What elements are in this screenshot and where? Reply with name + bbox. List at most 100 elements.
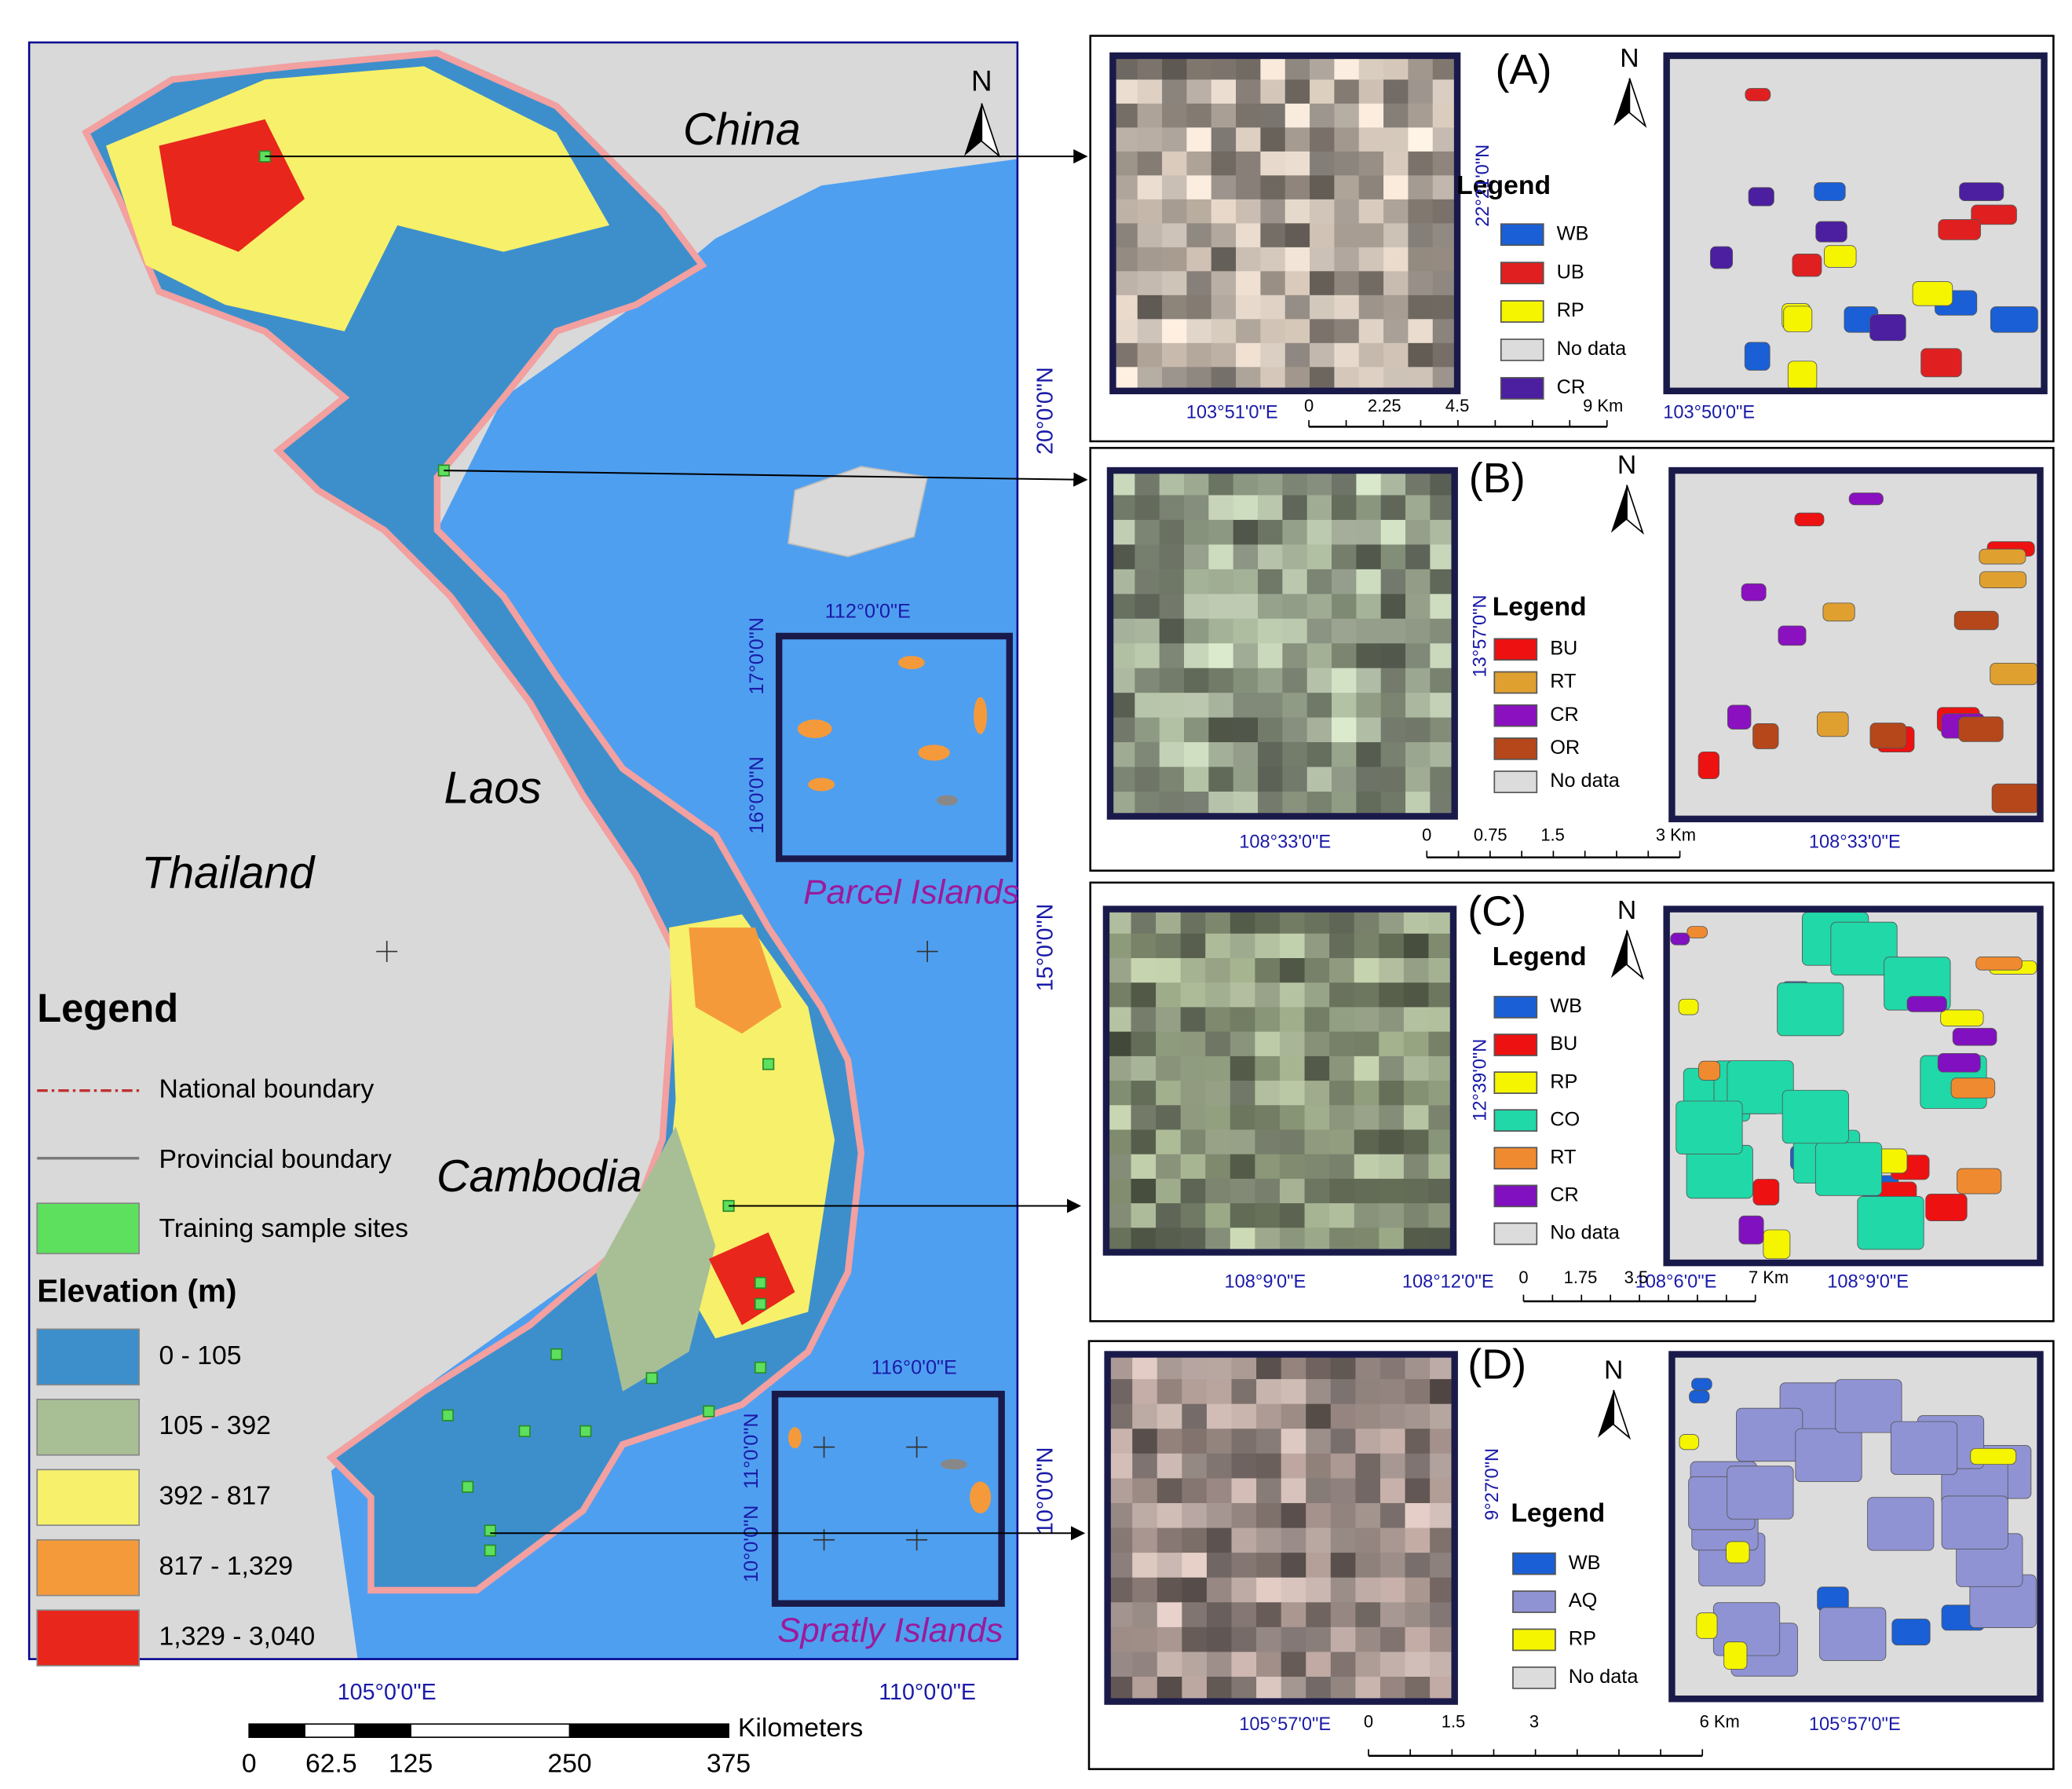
- image-frame: [1663, 905, 2044, 1267]
- satellite-pixel: [1430, 668, 1456, 694]
- satellite-pixel: [1356, 668, 1382, 694]
- satellite-pixel: [1430, 791, 1456, 818]
- satellite-pixel: [1408, 151, 1434, 177]
- satellite-pixel: [1380, 618, 1406, 645]
- satellite-pixel: [1334, 367, 1360, 392]
- satellite-pixel: [1186, 271, 1212, 296]
- class-swatch: [1493, 704, 1538, 727]
- satellite-pixel: [1408, 319, 1434, 344]
- satellite-pixel: [1330, 1429, 1357, 1454]
- satellite-pixel: [1256, 1677, 1282, 1703]
- satellite-pixel: [1379, 1055, 1405, 1081]
- satellite-pixel: [1356, 544, 1382, 570]
- satellite-pixel: [1284, 271, 1310, 296]
- satellite-pixel: [1405, 618, 1431, 645]
- lon-label: 108°33'0"E: [1809, 832, 1901, 852]
- satellite-pixel: [1260, 319, 1286, 344]
- lat-label: 15°0'0"N: [1033, 904, 1058, 992]
- north-arrow: [1626, 485, 1645, 535]
- satellite-pixel: [1205, 1227, 1231, 1253]
- satellite-pixel: [1208, 519, 1234, 546]
- satellite-pixel: [1206, 1379, 1233, 1405]
- elevation-title: Elevation (m): [37, 1273, 236, 1309]
- satellite-pixel: [1355, 1577, 1381, 1604]
- satellite-pixel: [1358, 55, 1384, 81]
- satellite-pixel: [1380, 569, 1406, 595]
- satellite-pixel: [1306, 519, 1332, 546]
- satellite-pixel: [1306, 1478, 1332, 1504]
- satellite-pixel: [1355, 1403, 1381, 1430]
- class-label: RT: [1550, 671, 1576, 693]
- satellite-pixel: [1279, 1007, 1306, 1033]
- satellite-pixel: [1354, 1081, 1380, 1107]
- satellite-pixel: [1380, 791, 1406, 818]
- satellite-pixel: [1230, 933, 1256, 959]
- satellite-pixel: [1157, 1429, 1183, 1454]
- satellite-pixel: [1258, 791, 1284, 818]
- satellite-pixel: [1281, 1403, 1307, 1430]
- elevation-label: 105 - 392: [159, 1410, 271, 1440]
- satellite-pixel: [1159, 594, 1185, 620]
- satellite-pixel: [1186, 247, 1212, 273]
- satellite-pixel: [1162, 175, 1188, 200]
- satellite-pixel: [1358, 367, 1384, 392]
- satellite-pixel: [1233, 742, 1259, 768]
- satellite-pixel: [1256, 1527, 1282, 1553]
- satellite-pixel: [1405, 1652, 1431, 1677]
- satellite-pixel: [1182, 1429, 1208, 1454]
- satellite-pixel: [1432, 247, 1458, 273]
- legend-title: Legend: [37, 986, 178, 1030]
- land-cover-patch: [1869, 314, 1906, 342]
- satellite-pixel: [1109, 668, 1136, 694]
- satellite-pixel: [1405, 742, 1431, 768]
- satellite-pixel: [1156, 1129, 1182, 1155]
- land-cover-patch: [1941, 1495, 2008, 1549]
- satellite-pixel: [1379, 1105, 1405, 1131]
- satellite-pixel: [1304, 1055, 1330, 1081]
- training-site-symbol: [36, 1202, 141, 1255]
- satellite-pixel: [1206, 1602, 1233, 1628]
- satellite-pixel: [1156, 982, 1182, 1008]
- satellite-pixel: [1236, 271, 1262, 296]
- satellite-pixel: [1329, 957, 1355, 984]
- satellite-pixel: [1256, 1626, 1282, 1653]
- satellite-pixel: [1107, 1379, 1134, 1405]
- satellite-pixel: [1157, 1652, 1183, 1677]
- land-cover-patch: [1817, 712, 1849, 737]
- satellite-pixel: [1334, 127, 1360, 152]
- satellite-pixel: [1408, 223, 1434, 248]
- satellite-pixel: [1355, 1502, 1381, 1529]
- satellite-pixel: [1206, 1403, 1233, 1430]
- satellite-pixel: [1383, 342, 1409, 368]
- satellite-pixel: [1260, 151, 1286, 177]
- satellite-pixel: [1233, 594, 1259, 620]
- scale-tick: 7 Km: [1749, 1268, 1789, 1287]
- land-cover-patch: [1990, 306, 2038, 333]
- satellite-pixel: [1356, 594, 1382, 620]
- satellite-pixel: [1279, 909, 1306, 935]
- satellite-pixel: [1405, 1626, 1431, 1653]
- satellite-pixel: [1132, 1527, 1158, 1553]
- satellite-pixel: [1310, 55, 1336, 81]
- satellite-pixel: [1105, 1081, 1132, 1107]
- satellite-pixel: [1306, 1677, 1332, 1703]
- satellite-pixel: [1405, 1577, 1431, 1604]
- satellite-pixel: [1182, 1602, 1208, 1628]
- satellite-pixel: [1383, 223, 1409, 248]
- satellite-pixel: [1430, 569, 1456, 595]
- satellite-pixel: [1113, 199, 1138, 225]
- satellite-pixel: [1403, 1031, 1430, 1057]
- class-label: BU: [1550, 1033, 1577, 1055]
- satellite-pixel: [1135, 470, 1160, 496]
- satellite-pixel: [1205, 1031, 1231, 1057]
- class-label: No data: [1550, 770, 1621, 792]
- satellite-pixel: [1105, 933, 1132, 959]
- satellite-pixel: [1162, 151, 1188, 177]
- satellite-pixel: [1430, 1652, 1456, 1677]
- satellite-pixel: [1405, 766, 1431, 792]
- satellite-pixel: [1157, 1502, 1183, 1529]
- training-site: [518, 1425, 531, 1437]
- panel-label: (B): [1469, 455, 1526, 502]
- satellite-pixel: [1105, 1055, 1132, 1081]
- satellite-pixel: [1329, 909, 1355, 935]
